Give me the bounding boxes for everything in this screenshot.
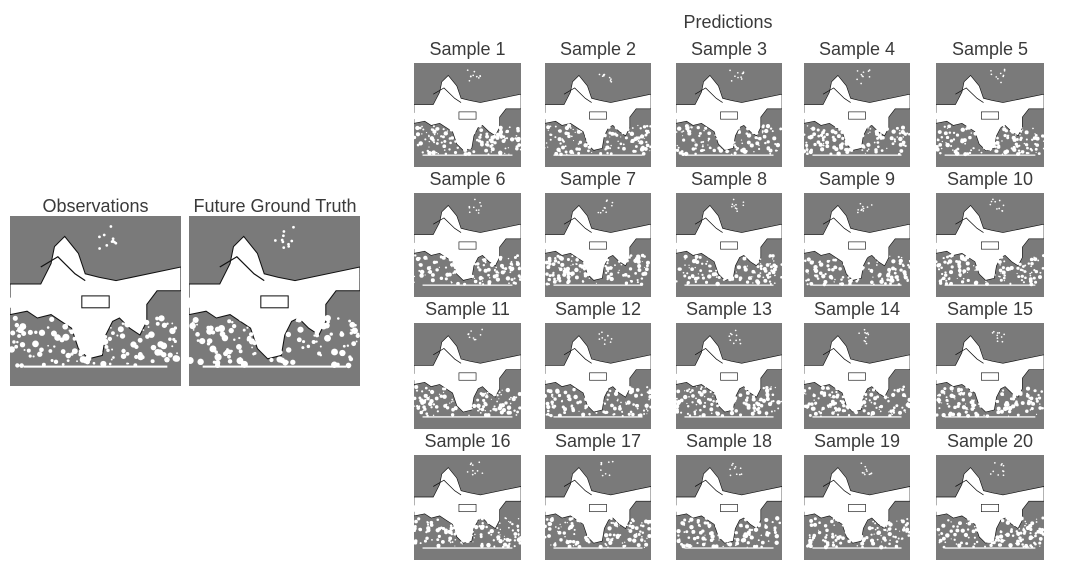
sample-map-9 <box>804 193 910 297</box>
sample-label-17: Sample 17 <box>554 431 642 451</box>
sample-label-3: Sample 3 <box>690 39 768 59</box>
sample-map-10 <box>936 193 1044 297</box>
sample-label-7: Sample 7 <box>559 169 637 189</box>
sample-map-15 <box>936 323 1044 429</box>
sample-label-12: Sample 12 <box>554 299 642 319</box>
sample-label-13: Sample 13 <box>685 299 773 319</box>
sample-label-15: Sample 15 <box>946 299 1034 319</box>
sample-map-1 <box>414 63 521 167</box>
sample-map-13 <box>676 323 782 429</box>
predictions-label: Predictions <box>683 12 773 32</box>
sample-label-9: Sample 9 <box>818 169 896 189</box>
sample-map-7 <box>545 193 651 297</box>
sample-label-1: Sample 1 <box>429 39 506 59</box>
sample-label-16: Sample 16 <box>424 431 511 451</box>
sample-map-4 <box>804 63 910 167</box>
sample-map-17 <box>545 455 651 560</box>
sample-map-12 <box>545 323 651 429</box>
sample-map-19 <box>804 455 910 560</box>
sample-label-20: Sample 20 <box>946 431 1034 451</box>
sample-label-6: Sample 6 <box>429 169 506 189</box>
sample-label-2: Sample 2 <box>559 39 637 59</box>
sample-label-4: Sample 4 <box>818 39 896 59</box>
observations-label: Observations <box>42 196 149 216</box>
sample-map-20 <box>936 455 1044 560</box>
sample-map-18 <box>676 455 782 560</box>
sample-label-8: Sample 8 <box>690 169 768 189</box>
sample-label-10: Sample 10 <box>946 169 1034 189</box>
sample-label-18: Sample 18 <box>685 431 773 451</box>
sample-map-11 <box>414 323 521 429</box>
sample-label-19: Sample 19 <box>813 431 901 451</box>
sample-map-6 <box>414 193 521 297</box>
sample-map-3 <box>676 63 782 167</box>
sample-label-5: Sample 5 <box>951 39 1029 59</box>
sample-map-8 <box>676 193 782 297</box>
sample-map-2 <box>545 63 651 167</box>
observations-map <box>10 216 181 386</box>
sample-label-14: Sample 14 <box>813 299 901 319</box>
sample-map-5 <box>936 63 1044 167</box>
sample-label-11: Sample 11 <box>425 299 510 319</box>
ground-truth-label: Future Ground Truth <box>193 196 357 216</box>
ground-truth-map <box>189 216 360 386</box>
sample-map-16 <box>414 455 521 560</box>
sample-map-14 <box>804 323 910 429</box>
